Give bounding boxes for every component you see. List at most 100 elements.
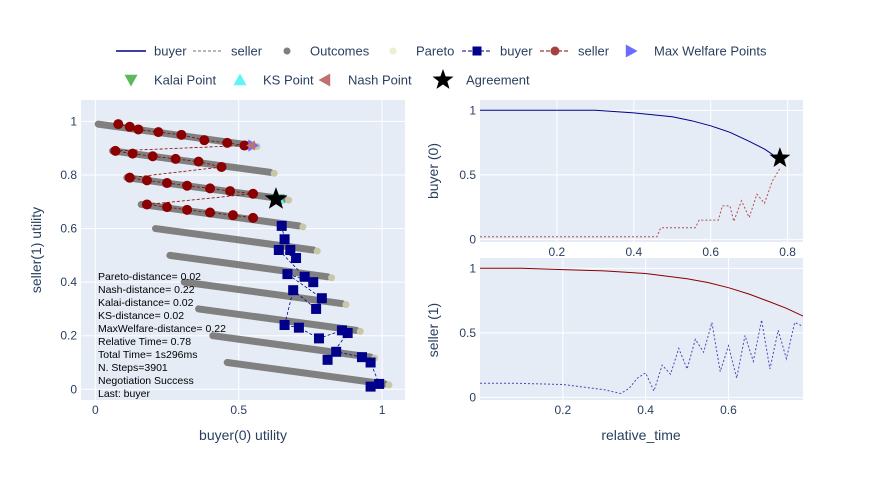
legend-circle-symbol	[550, 46, 560, 56]
buyer-offer-point	[311, 303, 322, 314]
legend-label: buyer	[500, 44, 533, 59]
bottom-right-x-tick-label: 0.6	[720, 403, 737, 417]
buyer-offer-point	[288, 285, 299, 296]
top-right-x-tick-label: 0.8	[779, 245, 796, 259]
legend-square-symbol	[472, 46, 482, 56]
legend-label: Agreement	[466, 73, 530, 88]
legend-label: seller	[231, 44, 263, 59]
legend-item-top-6: Max Welfare Points	[625, 44, 767, 59]
buyer-offer-point	[365, 357, 376, 368]
top-right-series-seller	[480, 168, 781, 238]
legend-label: KS Point	[263, 73, 314, 88]
seller-offer-point	[113, 119, 124, 130]
buyer-offer-point	[331, 346, 342, 357]
legend-item-bottom-2: Nash Point	[318, 73, 412, 88]
left-y-tick-label: 0.2	[60, 329, 77, 343]
seller-offer-point	[205, 183, 216, 194]
bottom-right-y-axis-title: seller (1)	[425, 303, 441, 357]
seller-offer-point	[162, 202, 173, 213]
seller-offer-point	[133, 124, 144, 135]
buyer-offer-point	[313, 333, 324, 344]
left-y-tick-label: 0.6	[60, 222, 77, 236]
top-right-agreement-star	[769, 147, 791, 167]
legend-triangle-symbol	[318, 73, 331, 87]
legend-triangle-symbol	[124, 74, 138, 87]
buyer-offer-point	[322, 354, 333, 365]
bottom-right-x-tick-label: 0.2	[554, 403, 571, 417]
buyer-offer-point	[279, 234, 290, 245]
seller-offer-point	[141, 175, 152, 186]
buyer-offer-point	[276, 220, 287, 231]
pareto-point	[285, 196, 293, 204]
legend-label: Nash Point	[348, 73, 412, 88]
buyer-offer-point	[299, 271, 310, 282]
pareto-point	[270, 169, 278, 177]
annotation-line: KS-distance= 0.02	[98, 310, 184, 322]
bottom-right-x-tick-label: 0.4	[637, 403, 654, 417]
buyer-offer-point	[279, 320, 290, 330]
legend: buyer seller Outcomes Pareto buyer seller Max …	[116, 44, 767, 89]
bottom-right-ticks: 0.2 0.4 0.6 0 0.5 1	[459, 261, 737, 417]
buyer-utility-plot: 0.2 0.4 0.6 0.8 0 0.5 1 buyer (0)	[425, 100, 803, 259]
legend-item-top-2: Outcomes	[283, 44, 370, 59]
pareto-point	[385, 381, 393, 389]
legend-item-top-0: buyer	[116, 44, 187, 59]
left-x-tick-label: 1	[379, 403, 386, 417]
outcome-band	[209, 332, 375, 361]
buyer-offer-point	[356, 352, 367, 363]
legend-item-bottom-0: Kalai Point	[124, 73, 217, 88]
top-right-x-tick-label: 0.2	[549, 245, 566, 259]
legend-label: Kalai Point	[154, 73, 217, 88]
top-right-ticks: 0.2 0.4 0.6 0.8 0 0.5 1	[459, 103, 796, 259]
left-marks	[94, 119, 393, 392]
legend-dot-symbol	[283, 47, 291, 55]
buyer-offer-point	[273, 245, 284, 255]
bottom-right-x-axis-title: relative_time	[601, 427, 681, 443]
bottom-right-y-tick-label: 0	[469, 390, 476, 404]
buyer-offer-point	[316, 293, 327, 304]
top-right-series-buyer	[480, 109, 781, 160]
seller-offer-point	[153, 127, 164, 138]
legend-label: Max Welfare Points	[654, 44, 767, 59]
annotation-line: Nash-distance= 0.22	[98, 284, 195, 296]
annotation-line: Last: buyer	[98, 388, 150, 400]
seller-offer-point	[170, 153, 181, 164]
legend-item-top-3: Pareto	[389, 44, 454, 59]
left-ticks: 0 0.5 1 0 0.2 0.4 0.6 0.8 1	[60, 114, 385, 417]
legend-triangle-symbol	[625, 44, 638, 58]
outcome-band	[195, 305, 360, 334]
top-right-x-tick-label: 0.4	[625, 245, 642, 259]
buyer-offer-point	[342, 328, 353, 339]
buyer-offer-point	[285, 245, 296, 255]
legend-item-bottom-3: Agreement	[432, 69, 530, 89]
annotation-line: Pareto-distance= 0.02	[98, 271, 201, 283]
buyer-offer-point	[365, 381, 376, 392]
annotation-line: Total Time= 1s296ms	[98, 349, 198, 361]
legend-item-top-4: buyer	[462, 44, 533, 59]
annotation-line: MaxWelfare-distance= 0.22	[98, 323, 226, 335]
buyer-offer-point	[293, 322, 304, 333]
legend-label: seller	[578, 44, 610, 59]
top-right-y-axis-title: buyer (0)	[425, 143, 441, 199]
legend-item-top-5: seller	[540, 44, 610, 59]
buyer-offer-point	[336, 325, 347, 336]
seller-offer-point	[127, 148, 138, 159]
seller-offer-point	[182, 204, 193, 215]
seller-offer-point	[239, 140, 250, 151]
seller-offer-point	[205, 207, 216, 218]
seller-offer-point	[222, 137, 233, 148]
buyer-offer-point	[282, 269, 293, 280]
bottom-right-series-buyer	[480, 319, 804, 395]
seller-offer-point	[182, 180, 193, 191]
legend-item-bottom-1: KS Point	[233, 73, 314, 88]
agreement-star	[264, 187, 288, 209]
top-right-y-tick-label: 1	[469, 103, 476, 117]
seller-offer-point	[248, 188, 259, 199]
left-x-tick-label: 0.5	[230, 403, 247, 417]
pareto-point	[313, 247, 321, 255]
top-right-y-tick-label: 0.5	[459, 168, 476, 182]
annotation-line: Negotiation Success	[98, 375, 194, 387]
buyer-offer-point	[374, 378, 385, 389]
top-right-marks	[480, 109, 791, 238]
